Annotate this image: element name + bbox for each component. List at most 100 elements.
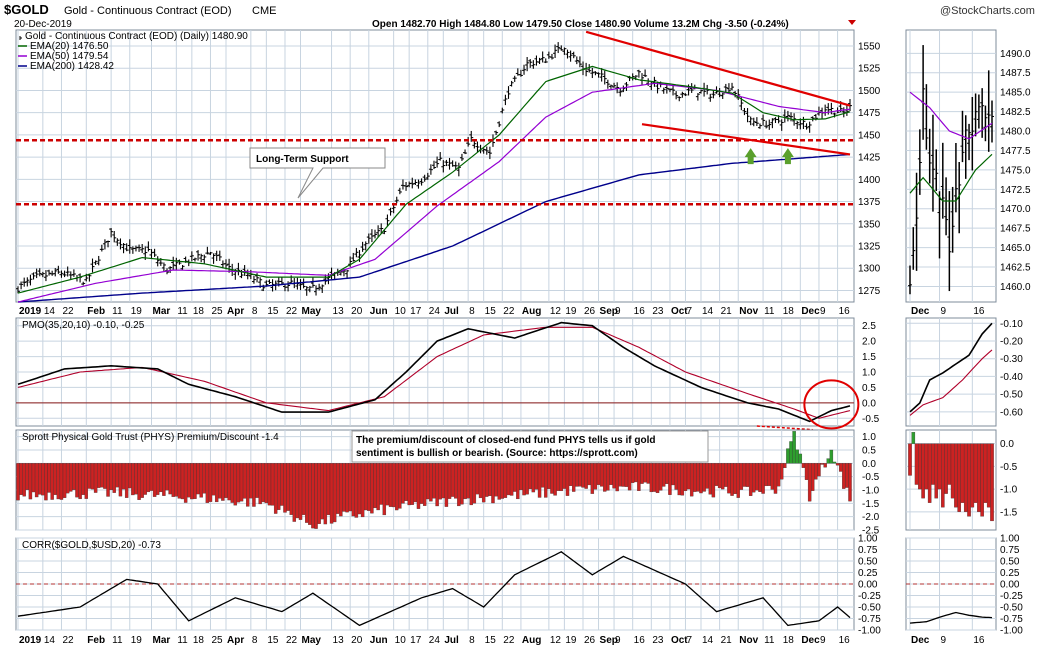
premium-bar-negative [730,463,734,496]
premium-bar-negative [258,463,262,505]
inset-premium-bar-negative [963,443,968,512]
x-tick-label-bottom: 2019 [19,635,42,646]
premium-bar-negative [522,463,526,496]
premium-bar-negative [317,463,321,524]
premium-bar-negative [395,463,399,511]
corr-tick-label: 0.50 [858,557,878,568]
premium-bar-negative [388,463,393,507]
premium-bar-negative [298,463,303,520]
premium-bar-negative [776,463,781,487]
premium-bar-negative [534,463,539,490]
premium-tick-label: 0.0 [862,459,876,470]
premium-bar-negative [761,463,765,494]
premium-bar-negative [686,463,691,490]
premium-bar-negative [615,463,619,492]
premium-bar-negative [295,463,300,519]
corr-tick-label: 0.25 [858,568,878,579]
premium-bar-negative [112,463,116,493]
x-tick-label-bottom: Apr [227,635,244,646]
premium-bar-negative [637,463,641,491]
premium-bar-negative [845,463,849,488]
x-tick-label-bottom: Sep [600,635,618,646]
corr-line [17,551,851,627]
premium-bar-negative [494,463,498,497]
premium-bar-negative [472,463,477,504]
premium-bar-negative [249,463,253,499]
premium-bar-negative [314,463,318,529]
premium-bar-negative [811,463,815,491]
premium-bar-negative [444,463,449,507]
x-tick-label-bottom: 22 [62,635,74,646]
inset-corr-tick-label: -0.50 [1000,603,1023,614]
premium-tick-label: 1.0 [862,432,876,443]
premium-bar-negative [87,463,92,489]
inset-corr-tick-label: -0.75 [1000,614,1023,625]
premium-bar-negative [401,463,405,504]
premium-bar-negative [41,463,45,496]
legend-label: EMA(20) 1476.50 [30,41,109,52]
premium-bar-negative [149,463,154,491]
price-tick-label: 1475 [858,108,881,119]
premium-bar-negative [603,463,607,492]
green-up-arrow-icon [781,148,794,165]
premium-bar-negative [81,463,85,495]
premium-bar-negative [56,463,61,500]
x-tick-label-top: 20 [351,306,363,317]
premium-bar-positive [786,448,790,464]
x-tick-label-bottom: 18 [193,635,205,646]
callout-box [249,147,386,199]
inset-corr-tick-label: 1.00 [1000,534,1020,545]
inset-premium-bar-negative [927,443,932,503]
inset-premium-tick-label: -1.0 [1000,485,1018,496]
premium-bar-negative [668,463,672,495]
premium-bar-negative [38,463,42,495]
price-tick-label: 1425 [858,153,881,164]
premium-bar-negative [342,463,346,512]
premium-bar-negative [842,463,846,489]
premium-bar-negative [233,463,238,506]
premium-bar-negative [519,463,523,491]
premium-bar-negative [590,463,595,494]
premium-bar-negative [537,463,542,498]
premium-bar-negative [152,463,157,497]
inset-price-tick-label: 1465.0 [1000,243,1031,254]
premium-bar-negative [438,463,442,500]
premium-bar-negative [677,463,681,496]
premium-title: Sprott Physical Gold Trust (PHYS) Premiu… [22,432,279,443]
premium-bar-negative [323,463,328,525]
x-tick-label-bottom: May [302,635,322,646]
x-tick-label-bottom: 26 [584,635,596,646]
inset-premium-bar-negative [980,443,984,517]
premium-bar-negative [693,463,697,492]
pmo-tick-label: 1.5 [862,352,876,363]
green-up-arrow-icon [744,148,757,165]
premium-bar-negative [193,463,197,499]
x-tick-label-bottom: 11 [764,635,775,646]
premium-bar-negative [292,463,297,522]
x-tick-label-top: Apr [227,306,244,317]
x-tick-label-top: 24 [429,306,441,317]
premium-bar-negative [252,463,256,507]
premium-bar-negative [568,463,573,486]
premium-bar-negative [640,463,644,484]
premium-bar-negative [50,463,54,500]
premium-bar-negative [336,463,340,514]
premium-bar-negative [103,463,107,489]
x-tick-label-top: 26 [584,306,596,317]
x-tick-label-top: 13 [333,306,345,317]
x-tick-label-top: 7 [686,306,692,317]
premium-tick-label: 0.5 [862,446,876,457]
x-tick-label-bottom: Mar [152,635,170,646]
premium-bar-negative [118,463,123,497]
premium-bar-negative [97,463,101,488]
x-tick-label-top: 14 [702,306,714,317]
price-legend: Gold - Continuous Contract (EOD) (Daily)… [18,31,248,72]
premium-bar-negative [447,463,452,499]
premium-bar-negative [202,463,206,494]
premium-bar-negative [187,463,191,498]
premium-bar-negative [171,463,175,497]
x-tick-label-top: Nov [739,306,758,317]
premium-bar-negative [44,463,48,501]
premium-bar-negative [419,463,424,504]
